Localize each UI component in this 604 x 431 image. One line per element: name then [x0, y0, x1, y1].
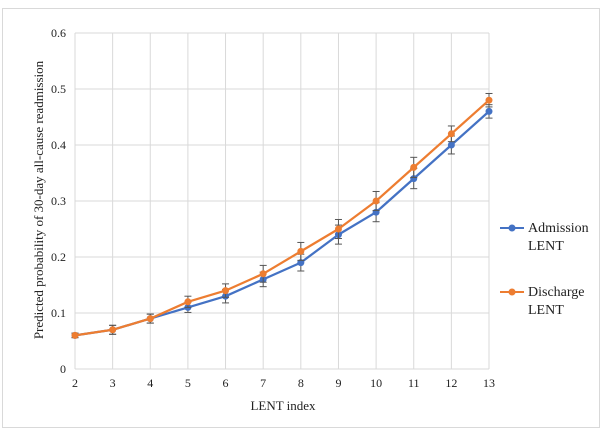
- y-axis-title: Predicted probability of 30-day all-caus…: [31, 60, 46, 339]
- x-tick-label-2: 4: [147, 376, 153, 390]
- x-tick-label-3: 5: [185, 376, 191, 390]
- x-tick-label-11: 13: [483, 376, 495, 390]
- data-point-1-1: [109, 326, 117, 334]
- data-point-1-2: [146, 315, 154, 323]
- data-point-1-4: [222, 287, 230, 295]
- data-point-1-11: [485, 96, 493, 104]
- x-tick-label-8: 10: [370, 376, 382, 390]
- y-tick-label-5: 0.5: [51, 82, 66, 96]
- y-tick-label-4: 0.4: [51, 138, 66, 152]
- data-point-1-8: [372, 197, 380, 205]
- legend-item-discharge: Discharge LENT: [500, 285, 585, 318]
- data-point-1-9: [410, 163, 418, 171]
- data-point-0-11: [485, 107, 493, 115]
- series-0: [71, 104, 493, 339]
- x-tick-label-9: 11: [408, 376, 420, 390]
- data-point-1-3: [184, 298, 192, 306]
- legend-item-admission: Admission LENT: [500, 221, 589, 254]
- y-tick-label-3: 0.3: [51, 194, 66, 208]
- x-axis-title: LENT index: [250, 398, 316, 413]
- data-point-1-7: [334, 225, 342, 233]
- legend-label-admission-line1: Admission: [528, 221, 589, 236]
- legend-swatch-discharge-marker: [508, 288, 516, 296]
- data-point-1-6: [297, 247, 305, 255]
- series-1: [71, 92, 493, 339]
- x-tick-label-5: 7: [260, 376, 266, 390]
- x-tick-label-0: 2: [72, 376, 78, 390]
- x-tick-labels: 2 3 4 5 6 7 8 9 10 11 12 13: [72, 376, 495, 390]
- y-tick-label-6: 0.6: [51, 26, 66, 40]
- data-point-1-0: [71, 331, 79, 339]
- y-tick-label-0: 0: [60, 362, 66, 376]
- data-point-1-10: [447, 130, 455, 138]
- x-tick-label-6: 8: [298, 376, 304, 390]
- x-tick-label-7: 9: [335, 376, 341, 390]
- data-point-0-10: [447, 141, 455, 149]
- x-tick-label-10: 12: [445, 376, 457, 390]
- data-point-0-9: [410, 175, 418, 183]
- legend-swatch-admission-marker: [508, 224, 516, 232]
- legend-label-discharge-line1: Discharge: [528, 285, 585, 300]
- y-tick-labels: 0 0.1 0.2 0.3 0.4 0.5 0.6: [51, 26, 66, 376]
- gridlines: [74, 32, 490, 370]
- legend-label-admission-line2: LENT: [528, 239, 564, 254]
- series-layer: [71, 92, 493, 339]
- x-tick-label-1: 3: [110, 376, 116, 390]
- series-line-1: [74, 99, 490, 337]
- data-point-1-5: [259, 270, 267, 278]
- legend-label-discharge-line2: LENT: [528, 303, 564, 318]
- x-tick-label-4: 6: [223, 376, 229, 390]
- legend: Admission LENT Discharge LENT: [500, 221, 589, 318]
- y-tick-label-2: 0.2: [51, 250, 66, 264]
- y-tick-label-1: 0.1: [51, 306, 66, 320]
